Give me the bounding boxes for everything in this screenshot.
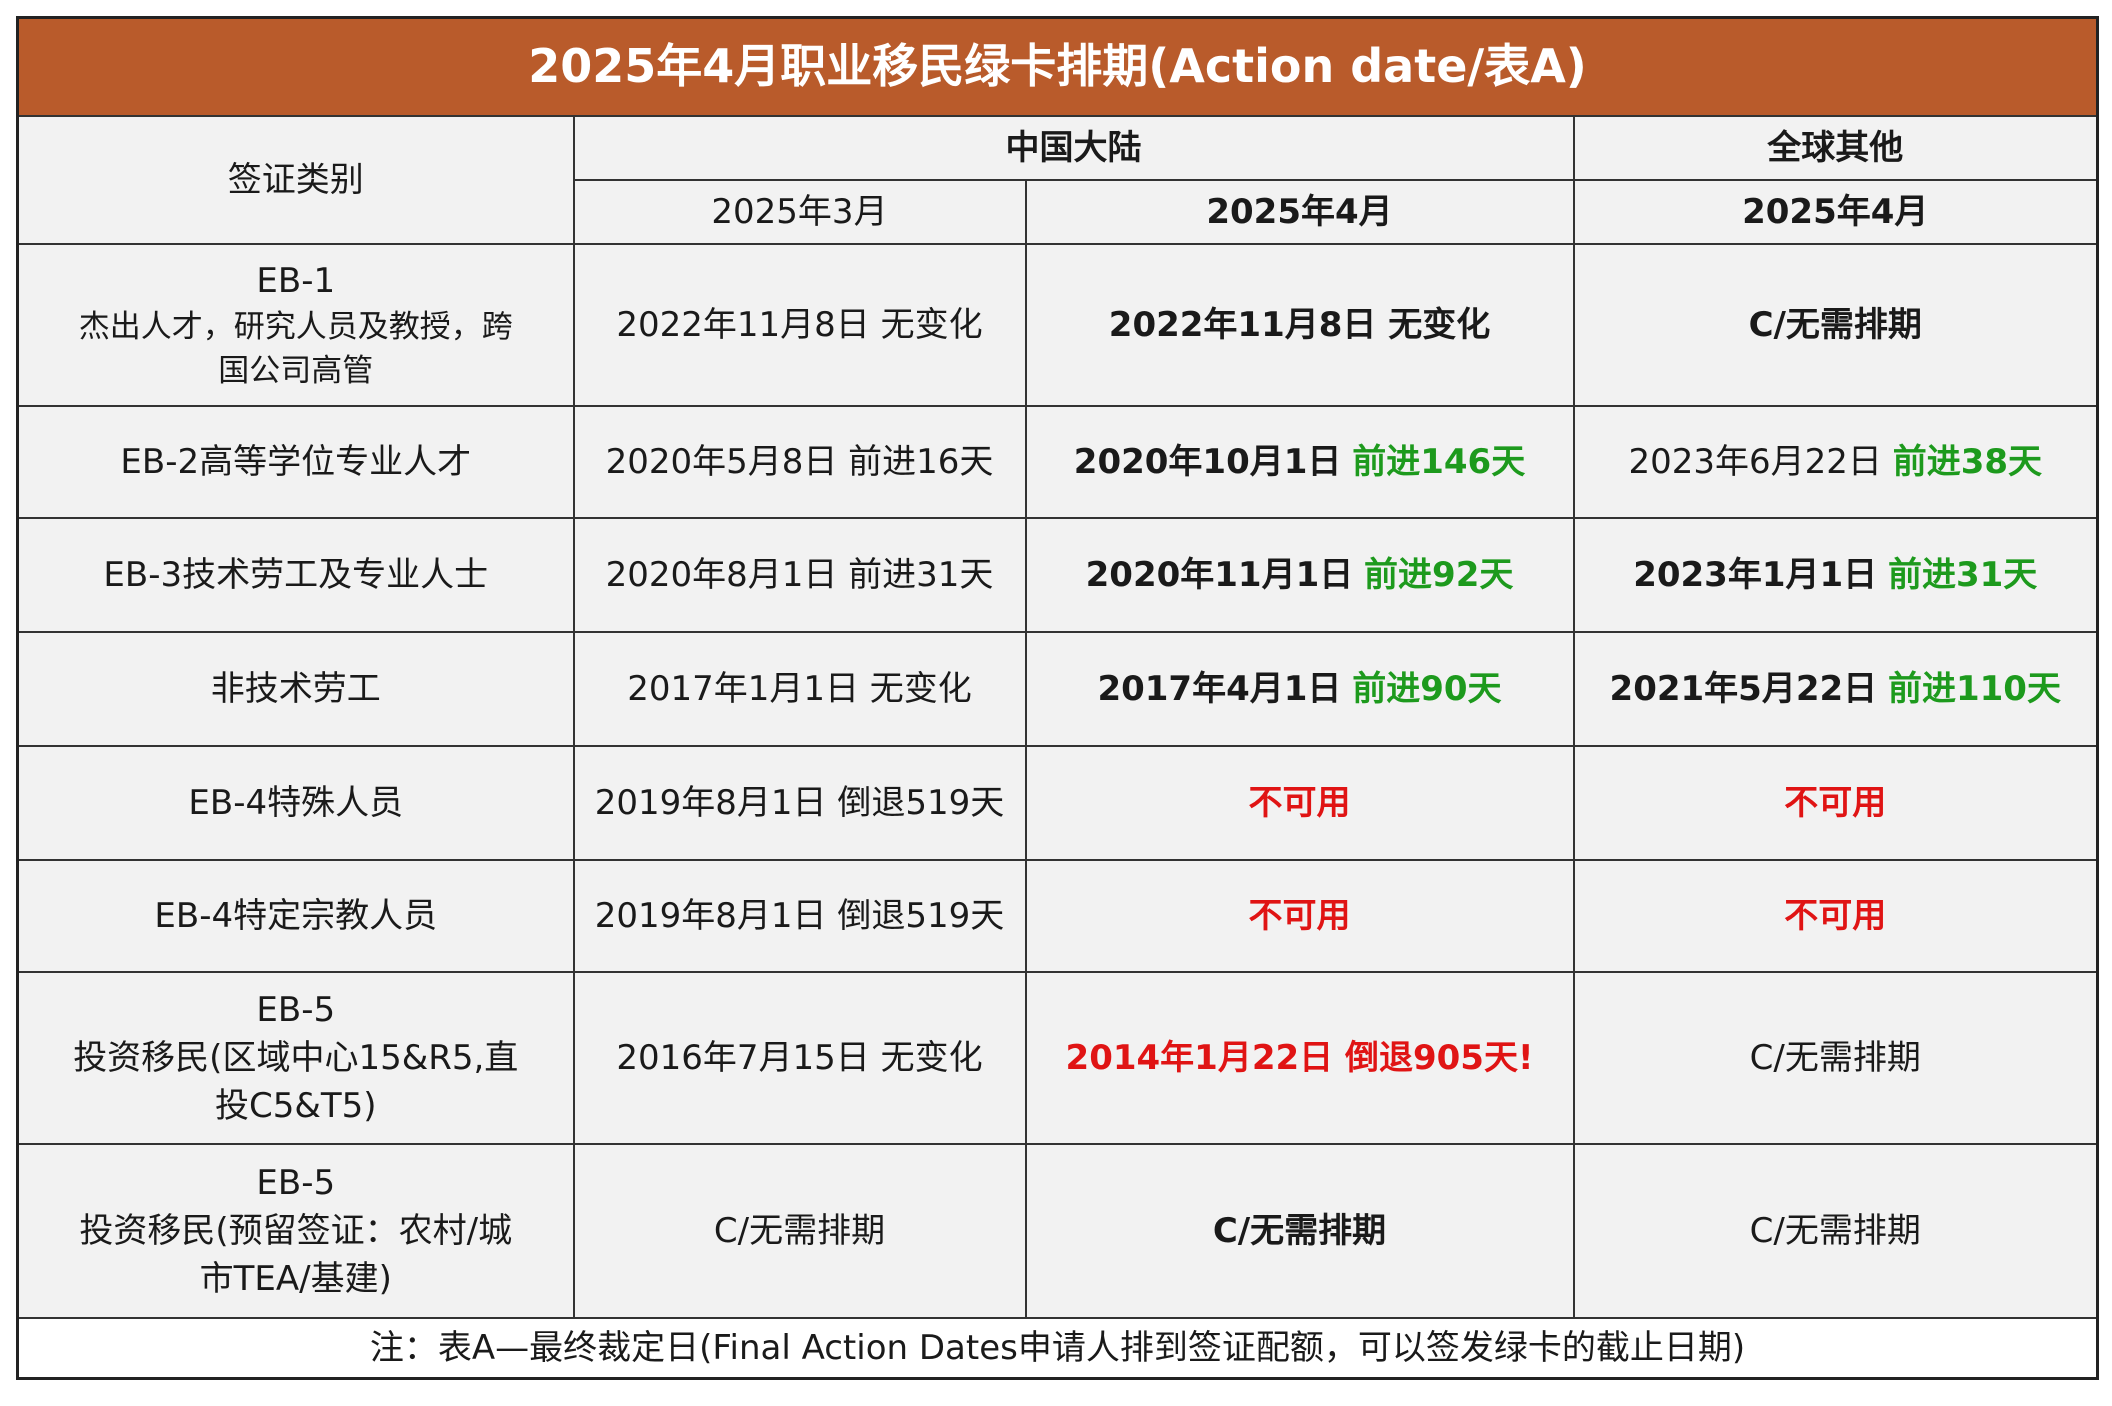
table-row: EB-4特殊人员 2019年8月1日 倒退519天 不可用 不可用 [16,745,2099,861]
cn-curr-change: 前进146天 [1352,441,1526,482]
category-cell: EB-2高等学位专业人才 [16,405,575,519]
cn-curr-cell: C/无需排期 [1024,1143,1575,1319]
cn-prev-cell: 2022年11月8日 无变化 [572,243,1027,407]
table-row: 非技术劳工 2017年1月1日 无变化 2017年4月1日 前进90天 2021… [16,631,2099,747]
category-line: 投资移民(区域中心15&R5,直 [73,1037,519,1078]
row-curr-cell: C/无需排期 [1572,971,2099,1145]
cn-curr-unavailable: 不可用 [1248,782,1351,823]
cn-curr-cell: 2020年11月1日 前进92天 [1024,517,1575,633]
category-cell: EB-3技术劳工及专业人士 [16,517,575,633]
row-curr-cell: 不可用 [1572,859,2099,973]
category-line: 非技术劳工 [210,668,381,709]
table-row: EB-3技术劳工及专业人士 2020年8月1日 前进31天 2020年11月1日… [16,517,2099,633]
category-line: EB-5 [256,989,336,1030]
category-line: 市TEA/基建) [199,1259,392,1300]
row-curr-date: 2023年1月1日 [1633,554,1878,595]
category-line: 国公司高管 [218,353,374,390]
cn-prev-cell: 2020年5月8日 前进16天 [572,405,1027,519]
row-curr-cell: 2023年1月1日 前进31天 [1572,517,2099,633]
row-curr-unavailable: 不可用 [1784,895,1887,936]
header-region-rest: 全球其他 [1572,115,2099,181]
cn-curr-unavailable: 不可用 [1248,895,1351,936]
table-row: EB-5 投资移民(预留签证：农村/城 市TEA/基建) C/无需排期 C/无需… [16,1143,2099,1319]
cn-curr-cell: 2020年10月1日 前进146天 [1024,405,1575,519]
category-line: EB-4特定宗教人员 [154,895,438,936]
row-curr-cell: 不可用 [1572,745,2099,861]
header-cn-curr-month: 2025年4月 [1024,179,1575,245]
row-curr-change: 前进31天 [1887,554,2038,595]
table-row: EB-2高等学位专业人才 2020年5月8日 前进16天 2020年10月1日 … [16,405,2099,519]
cn-curr-date: 2020年11月1日 [1085,554,1354,595]
category-line: 投资移民(预留签证：农村/城 [79,1210,513,1251]
row-curr-date: 2023年6月22日 [1628,441,1882,482]
cn-curr-cell: 不可用 [1024,859,1575,973]
table-title: 2025年4月职业移民绿卡排期(Action date/表A) [16,16,2099,117]
category-line: EB-4特殊人员 [188,782,404,823]
cn-prev-cell: 2016年7月15日 无变化 [572,971,1027,1145]
table-row: EB-4特定宗教人员 2019年8月1日 倒退519天 不可用 不可用 [16,859,2099,973]
cn-curr-cell: 2017年4月1日 前进90天 [1024,631,1575,747]
cn-curr-date: 2022年11月8日 无变化 [1108,304,1491,345]
category-cell: EB-5 投资移民(区域中心15&R5,直 投C5&T5) [16,971,575,1145]
header-row-2: 2025年3月 2025年4月 2025年4月 [18,179,2099,245]
cn-prev-cell: 2019年8月1日 倒退519天 [572,859,1027,973]
cn-curr-date: C/无需排期 [1212,1210,1387,1251]
cn-prev-cell: 2019年8月1日 倒退519天 [572,745,1027,861]
category-line: EB-3技术劳工及专业人士 [103,554,489,595]
category-cell: 非技术劳工 [16,631,575,747]
category-line: 杰出人才，研究人员及教授，跨 [78,309,513,346]
note-row: 注：表A—最终裁定日(Final Action Dates申请人排到签证配额，可… [16,1317,2099,1380]
cn-curr-change: 前进92天 [1364,554,1514,595]
row-curr-change: 前进38天 [1892,441,2043,482]
table-footnote: 注：表A—最终裁定日(Final Action Dates申请人排到签证配额，可… [16,1317,2099,1380]
row-curr-cell: 2021年5月22日 前进110天 [1572,631,2099,747]
header-category: 签证类别 [16,115,575,245]
row-curr-change: 前进110天 [1887,668,2061,709]
cn-prev-cell: C/无需排期 [572,1143,1027,1319]
row-curr-cell: C/无需排期 [1572,243,2099,407]
row-curr-unavailable: 不可用 [1784,782,1887,823]
category-cell: EB-1 杰出人才，研究人员及教授，跨 国公司高管 [16,243,575,407]
category-line: EB-5 [256,1162,336,1203]
header-row-1: 签证类别 中国大陆 全球其他 [16,115,2099,245]
row-curr-date: 2021年5月22日 [1609,668,1878,709]
cn-curr-date: 2017年4月1日 [1097,668,1342,709]
category-cell: EB-5 投资移民(预留签证：农村/城 市TEA/基建) [16,1143,575,1319]
cn-curr-date: 2020年10月1日 [1073,441,1342,482]
row-curr-date: C/无需排期 [1749,1037,1921,1078]
cn-curr-cell: 不可用 [1024,745,1575,861]
cn-prev-cell: 2017年1月1日 无变化 [572,631,1027,747]
category-line: 投C5&T5) [214,1086,377,1127]
row-curr-cell: 2023年6月22日 前进38天 [1572,405,2099,519]
title-row: 2025年4月职业移民绿卡排期(Action date/表A) [16,16,2099,117]
category-line: EB-2高等学位专业人才 [120,441,472,482]
table-row: EB-1 杰出人才，研究人员及教授，跨 国公司高管 2022年11月8日 无变化… [16,243,2099,407]
cn-curr-cell: 2022年11月8日 无变化 [1024,243,1575,407]
row-curr-date: C/无需排期 [1749,1210,1921,1251]
header-region-china: 中国大陆 [572,115,1575,181]
table-row: EB-5 投资移民(区域中心15&R5,直 投C5&T5) 2016年7月15日… [16,971,2099,1145]
cn-curr-retrogression: 2014年1月22日 倒退905天! [1065,1037,1534,1078]
category-line: EB-1 [256,260,336,301]
header-row-curr-month: 2025年4月 [1572,179,2099,245]
cn-curr-cell: 2014年1月22日 倒退905天! [1024,971,1575,1145]
visa-bulletin-table: 2025年4月职业移民绿卡排期(Action date/表A) 签证类别 中国大… [16,16,2100,1380]
cn-curr-change: 前进90天 [1352,668,1502,709]
header-cn-prev-month: 2025年3月 [572,179,1027,245]
row-curr-date: C/无需排期 [1748,304,1922,345]
category-cell: EB-4特殊人员 [16,745,575,861]
category-cell: EB-4特定宗教人员 [16,859,575,973]
visa-bulletin-table-wrapper: 2025年4月职业移民绿卡排期(Action date/表A) 签证类别 中国大… [16,16,2100,1380]
cn-prev-cell: 2020年8月1日 前进31天 [572,517,1027,633]
row-curr-cell: C/无需排期 [1572,1143,2099,1319]
